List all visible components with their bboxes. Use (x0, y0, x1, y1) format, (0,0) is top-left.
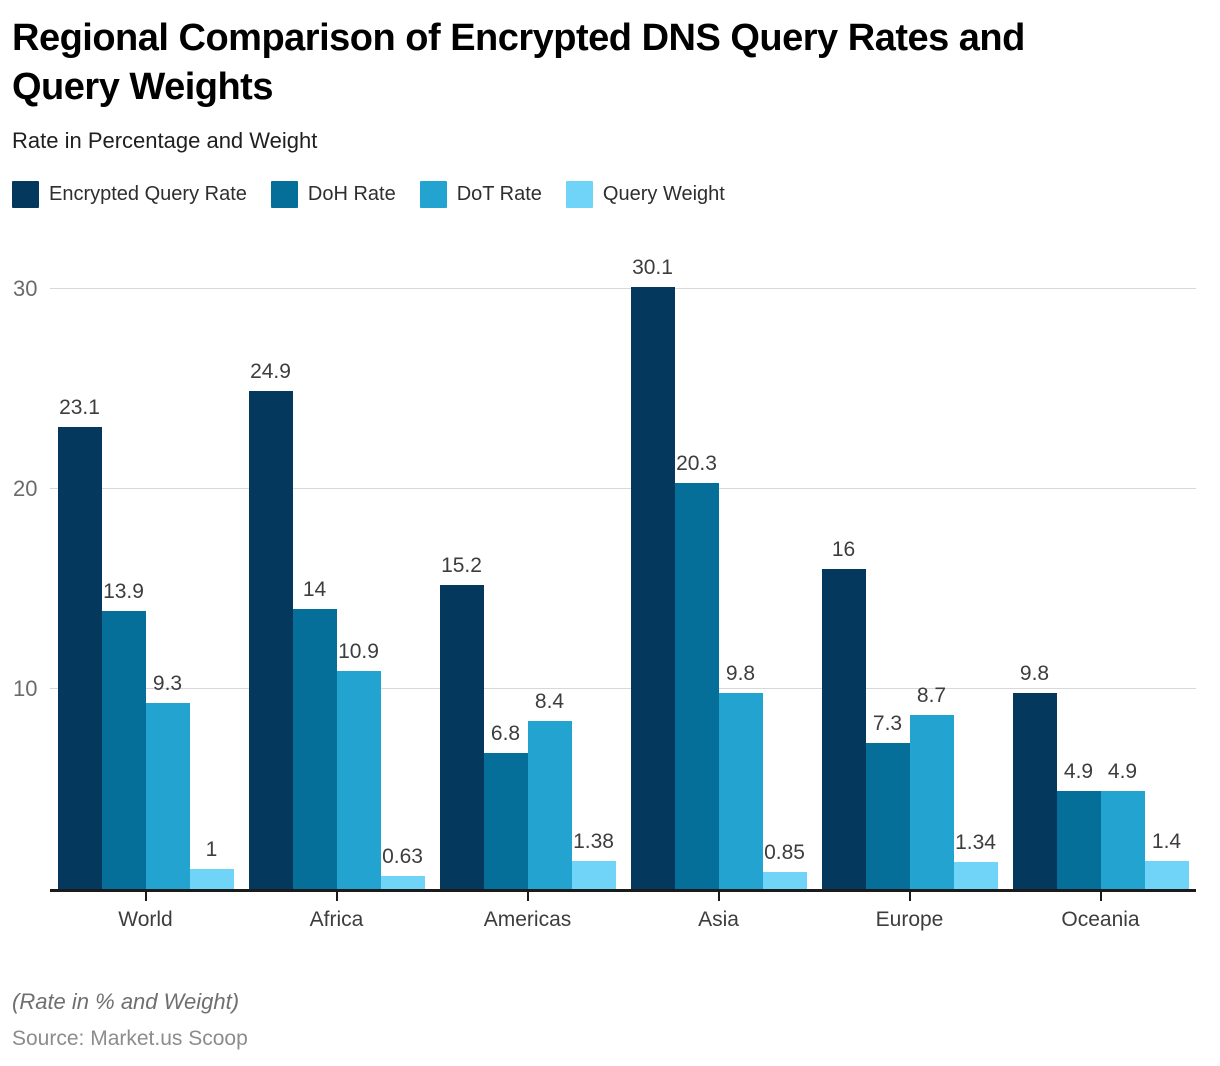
bar-query-weight-europe[interactable] (953, 862, 998, 889)
x-axis-category-label: Americas (483, 908, 572, 931)
legend-item-dot-rate[interactable]: DoT Rate (419, 180, 542, 208)
legend-item-encrypted-query-rate[interactable]: Encrypted Query Rate (12, 180, 247, 208)
bar-value-label: 8.4 (534, 690, 565, 713)
legend-swatch-icon (565, 180, 593, 208)
bar-dot-rate-africa[interactable] (336, 671, 381, 889)
legend-item-label: DoH Rate (307, 182, 396, 205)
bar-encrypted-query-rate-europe[interactable] (821, 569, 866, 889)
bar-value-label: 1 (205, 838, 218, 861)
bar-encrypted-query-rate-africa[interactable] (248, 391, 293, 889)
x-axis-category-label: World (118, 908, 173, 931)
bar-query-weight-world[interactable] (189, 869, 234, 889)
legend-item-label: Query Weight (602, 182, 725, 205)
x-axis-tick (144, 892, 147, 901)
bar-value-label: 8.7 (916, 684, 947, 707)
bar-encrypted-query-rate-asia[interactable] (630, 287, 675, 889)
bar-value-label: 10.9 (338, 640, 379, 663)
legend-item-label: DoT Rate (456, 182, 542, 205)
bar-value-label: 0.63 (382, 845, 423, 869)
gridline-20 (50, 488, 1196, 489)
y-axis-tick-label: 20 (13, 476, 38, 501)
bar-dot-rate-americas[interactable] (527, 721, 572, 889)
legend-item-doh-rate[interactable]: DoH Rate (270, 180, 396, 208)
bar-doh-rate-oceania[interactable] (1056, 791, 1101, 889)
bar-doh-rate-world[interactable] (101, 611, 146, 889)
bar-value-label: 9.8 (725, 662, 756, 685)
x-axis-category-label: Europe (875, 908, 944, 931)
bar-dot-rate-europe[interactable] (909, 715, 954, 889)
gridline-30 (50, 288, 1196, 289)
gridline-10 (50, 688, 1196, 689)
legend-item-query-weight[interactable]: Query Weight (565, 180, 725, 208)
legend-swatch-icon (12, 180, 39, 208)
x-axis-tick (908, 892, 911, 901)
bar-value-label: 6.8 (490, 722, 521, 745)
bar-value-label: 23.1 (59, 396, 100, 419)
bar-value-label: 30.1 (632, 256, 673, 279)
bar-value-label: 14 (302, 578, 327, 601)
bar-encrypted-query-rate-oceania[interactable] (1012, 693, 1057, 889)
legend-item-label: Encrypted Query Rate (49, 182, 247, 205)
x-axis-category-label: Asia (698, 908, 739, 931)
bar-value-label: 0.85 (764, 841, 805, 864)
legend-swatch-icon (270, 180, 298, 208)
bar-encrypted-query-rate-world[interactable] (57, 427, 102, 889)
bar-doh-rate-europe[interactable] (865, 743, 910, 889)
bar-value-label: 1.4 (1151, 830, 1182, 853)
bar-query-weight-asia[interactable] (762, 872, 807, 889)
bar-dot-rate-asia[interactable] (718, 693, 763, 889)
plot-area: 10 20 30 World 23.1 13.9 9.3 1 Africa 24.9 14 10.9 0… (12, 232, 1196, 931)
y-axis-tick-label: 10 (13, 676, 38, 701)
x-axis-tick (717, 892, 720, 901)
bar-value-label: 1.38 (573, 830, 614, 854)
bar-value-label: 16 (831, 538, 856, 561)
bar-value-label: 9.8 (1019, 662, 1050, 685)
bar-value-label: 24.9 (250, 360, 291, 383)
bar-query-weight-oceania[interactable] (1144, 861, 1189, 889)
bar-query-weight-africa[interactable] (380, 876, 425, 889)
chart-subtitle: Rate in Percentage and Weight (12, 128, 318, 153)
bar-value-label: 7.3 (872, 712, 903, 735)
x-axis-category-label: Africa (309, 908, 364, 931)
bar-value-label: 4.9 (1063, 760, 1094, 783)
x-axis-line (50, 889, 1196, 892)
chart-area: 10 20 30 World 23.1 13.9 9.3 1 Africa 24.9 14 10.9 0… (12, 232, 1196, 937)
legend-swatch-icon (419, 180, 447, 208)
bar-doh-rate-americas[interactable] (483, 753, 528, 889)
x-axis-tick (1099, 892, 1102, 901)
bar-query-weight-americas[interactable] (571, 861, 616, 889)
bar-value-label: 4.9 (1107, 760, 1138, 783)
bar-value-label: 13.9 (103, 580, 144, 603)
bar-doh-rate-asia[interactable] (674, 483, 719, 889)
bar-dot-rate-oceania[interactable] (1100, 791, 1145, 889)
bar-doh-rate-africa[interactable] (292, 609, 337, 889)
chart-title: Regional Comparison of Encrypted DNS Que… (12, 17, 1025, 108)
x-axis-tick (526, 892, 529, 901)
x-axis-category-label: Oceania (1061, 908, 1140, 931)
bar-value-label: 15.2 (441, 554, 482, 577)
y-axis-tick-label: 30 (13, 276, 38, 301)
legend: Encrypted Query Rate DoH Rate DoT Rate Quer… (12, 180, 1208, 208)
bar-value-label: 20.3 (676, 452, 717, 475)
source-text: Source: Market.us Scoop (12, 1027, 248, 1050)
bar-value-label: 1.34 (955, 831, 996, 855)
axis-note: (Rate in % and Weight) (12, 989, 240, 1014)
bar-encrypted-query-rate-americas[interactable] (439, 585, 484, 889)
bar-dot-rate-world[interactable] (145, 703, 190, 889)
x-axis-tick (335, 892, 338, 901)
bar-value-label: 9.3 (152, 672, 183, 695)
